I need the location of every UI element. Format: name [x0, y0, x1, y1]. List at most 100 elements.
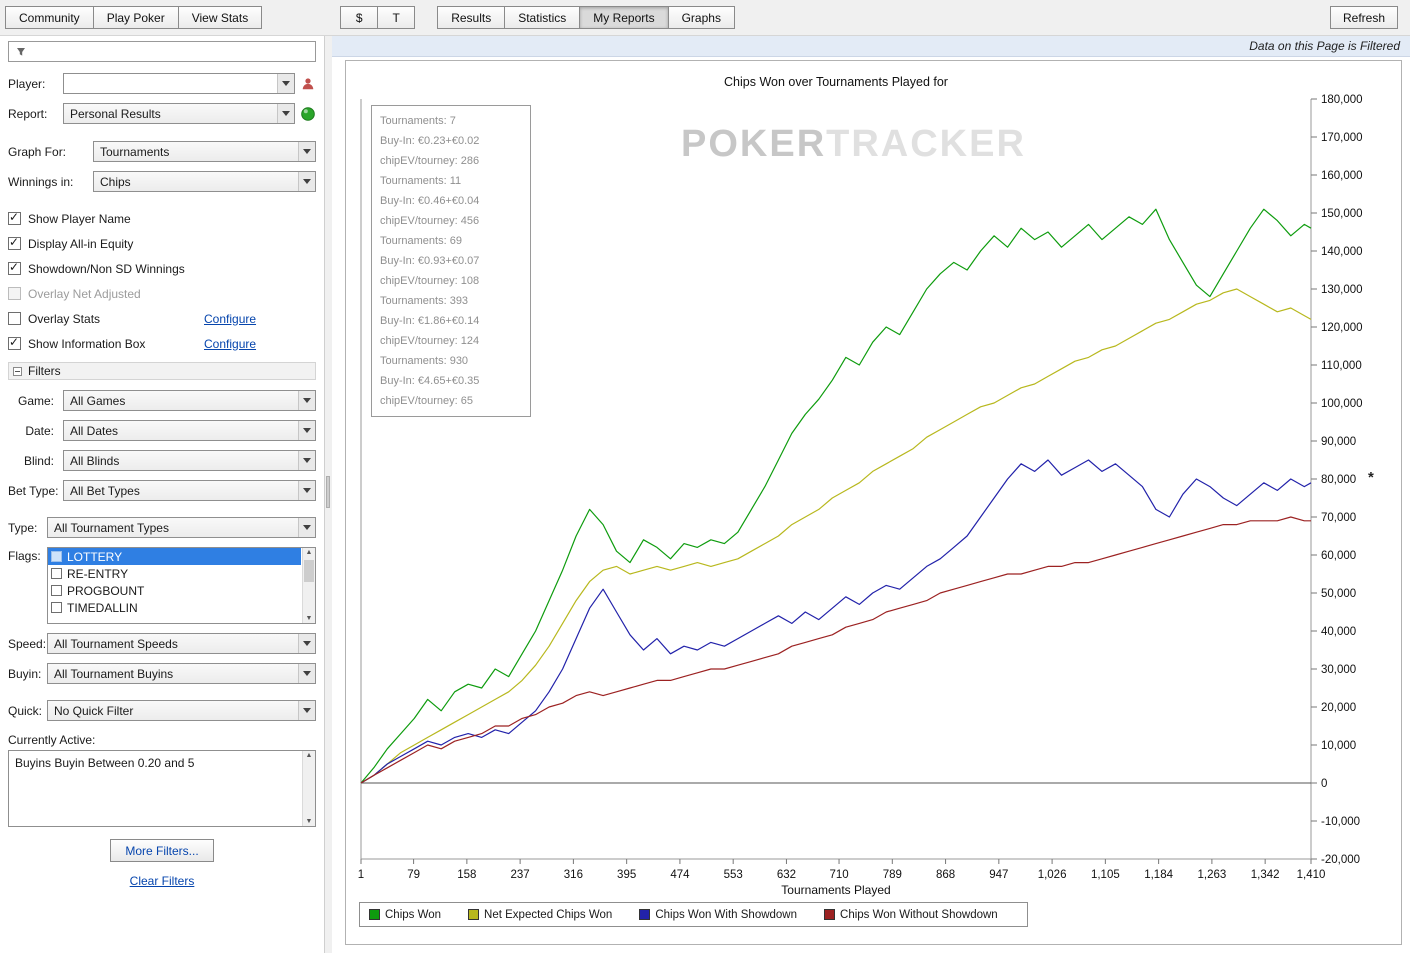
option-label: Overlay Net Adjusted — [28, 286, 141, 301]
svg-text:-20,000: -20,000 — [1321, 854, 1360, 866]
quick-filter-value: No Quick Filter — [54, 703, 134, 718]
configure-link[interactable]: Configure — [204, 311, 257, 326]
filters-section-header[interactable]: Filters — [8, 362, 316, 380]
buyin-filter-value: All Tournament Buyins — [54, 666, 174, 681]
report-select[interactable]: Personal Results — [63, 103, 295, 124]
collapse-icon[interactable] — [13, 366, 22, 376]
graph-for-label: Graph For: — [8, 144, 67, 159]
chevron-down-icon[interactable] — [298, 391, 315, 410]
date-filter-select[interactable]: All Dates — [63, 420, 316, 441]
sidebar-search-input[interactable] — [33, 44, 311, 59]
svg-text:1,184: 1,184 — [1144, 869, 1173, 881]
svg-text:553: 553 — [724, 869, 743, 881]
flag-item-timedallin[interactable]: TIMEDALLIN — [48, 599, 301, 616]
scroll-up-icon[interactable]: ▲ — [305, 752, 313, 759]
scroll-down-icon[interactable]: ▼ — [305, 818, 313, 825]
tab-results[interactable]: Results — [437, 6, 506, 29]
refresh-button[interactable]: Refresh — [1330, 6, 1398, 29]
scrollbar[interactable]: ▲ ▼ — [302, 751, 315, 826]
checkbox[interactable] — [51, 602, 62, 613]
report-label: Report: — [8, 106, 48, 121]
buyin-filter-label: Buyin: — [8, 666, 42, 681]
winnings-in-label: Winnings in: — [8, 174, 74, 189]
chevron-down-icon[interactable] — [277, 74, 294, 93]
currency-button-group: $ T — [340, 6, 416, 29]
flag-item-re-entry[interactable]: RE-ENTRY — [48, 565, 301, 582]
svg-text:180,000: 180,000 — [1321, 94, 1363, 106]
option-display-all-in-equity: Display All-in Equity — [8, 231, 316, 256]
flag-item-lottery[interactable]: LOTTERY — [48, 548, 301, 565]
blind-filter-select[interactable]: All Blinds — [63, 450, 316, 471]
flags-listbox[interactable]: LOTTERY RE-ENTRY PROGBOUNT TIMEDALLIN ▲ ▼ — [47, 547, 316, 624]
tab-my-reports[interactable]: My Reports — [579, 6, 669, 29]
buyin-filter-select[interactable]: All Tournament Buyins — [47, 663, 316, 684]
svg-text:474: 474 — [670, 869, 690, 881]
checkbox[interactable] — [8, 235, 21, 250]
game-filter-select[interactable]: All Games — [63, 390, 316, 411]
sidebar-search-box[interactable] — [8, 41, 316, 62]
checkbox[interactable] — [8, 260, 21, 275]
graph-for-value: Tournaments — [100, 144, 170, 159]
bet-type-filter-select[interactable]: All Bet Types — [63, 480, 316, 501]
filter-value: All Dates — [70, 423, 119, 438]
chevron-down-icon[interactable] — [298, 142, 315, 161]
scrollbar[interactable]: ▲ ▼ — [302, 548, 315, 623]
checkbox[interactable] — [51, 551, 62, 562]
flag-item-progbount[interactable]: PROGBOUNT — [48, 582, 301, 599]
scroll-thumb[interactable] — [304, 560, 314, 582]
chevron-down-icon[interactable] — [298, 701, 315, 720]
checkbox[interactable] — [8, 335, 21, 350]
info-box-line: Tournaments: 393 — [380, 295, 469, 307]
tab-statistics[interactable]: Statistics — [504, 6, 581, 29]
svg-text:789: 789 — [883, 869, 902, 881]
scroll-up-icon[interactable]: ▲ — [305, 549, 313, 556]
checkbox[interactable] — [8, 312, 21, 325]
go-icon[interactable] — [300, 106, 316, 121]
person-icon[interactable] — [300, 77, 316, 91]
chevron-down-icon[interactable] — [298, 664, 315, 683]
player-label: Player: — [8, 76, 46, 91]
more-filters-button[interactable]: More Filters... — [110, 839, 214, 862]
quick-filter-label: Quick: — [8, 703, 43, 718]
clear-filters-link[interactable]: Clear Filters — [129, 874, 195, 888]
dollar-button[interactable]: $ — [340, 6, 379, 29]
legend-swatch — [369, 909, 380, 920]
main-area: Data on this Page is Filtered Chips Won … — [332, 36, 1410, 953]
configure-link[interactable]: Configure — [204, 336, 257, 351]
active-filters-box[interactable]: Buyins Buyin Between 0.20 and 5 ▲ ▼ — [8, 750, 316, 827]
splitter-grip-icon[interactable] — [326, 476, 330, 508]
scroll-down-icon[interactable]: ▼ — [305, 615, 313, 622]
chevron-down-icon[interactable] — [298, 634, 315, 653]
checkbox[interactable] — [8, 287, 21, 300]
quick-filter-select[interactable]: No Quick Filter — [47, 700, 316, 721]
chevron-down-icon[interactable] — [277, 104, 294, 123]
nav-button-view-stats[interactable]: View Stats — [177, 6, 263, 29]
speed-filter-select[interactable]: All Tournament Speeds — [47, 633, 316, 654]
svg-text:160,000: 160,000 — [1321, 170, 1363, 182]
checkbox[interactable] — [51, 568, 62, 579]
chevron-down-icon[interactable] — [298, 481, 315, 500]
sidebar-splitter[interactable] — [325, 36, 332, 953]
chevron-down-icon[interactable] — [298, 451, 315, 470]
svg-text:30,000: 30,000 — [1321, 664, 1356, 676]
tab-graphs[interactable]: Graphs — [667, 6, 735, 29]
chevron-down-icon[interactable] — [298, 518, 315, 537]
tournament-currency-button[interactable]: T — [377, 6, 416, 29]
legend-item-chips-won-with-showdown: Chips Won With Showdown — [639, 909, 797, 921]
chevron-down-icon[interactable] — [298, 421, 315, 440]
player-select[interactable] — [63, 73, 295, 94]
nav-button-community[interactable]: Community — [5, 6, 94, 29]
filtered-notice-text: Data on this Page is Filtered — [1249, 39, 1400, 53]
info-box-line: Buy-In: €0.93+€0.07 — [380, 255, 480, 267]
sidebar: Player: Report: Personal Results Graph F… — [0, 36, 325, 953]
graph-for-select[interactable]: Tournaments — [93, 141, 316, 162]
winnings-in-select[interactable]: Chips — [93, 171, 316, 192]
checkbox[interactable] — [51, 585, 62, 596]
type-filter-select[interactable]: All Tournament Types — [47, 517, 316, 538]
nav-button-play-poker[interactable]: Play Poker — [92, 6, 179, 29]
flag-label: RE-ENTRY — [67, 566, 129, 581]
checkbox[interactable] — [8, 210, 21, 225]
flags-filter-label: Flags: — [8, 549, 41, 563]
option-show-information-box: Show Information Box Configure — [8, 331, 316, 356]
chevron-down-icon[interactable] — [298, 172, 315, 191]
